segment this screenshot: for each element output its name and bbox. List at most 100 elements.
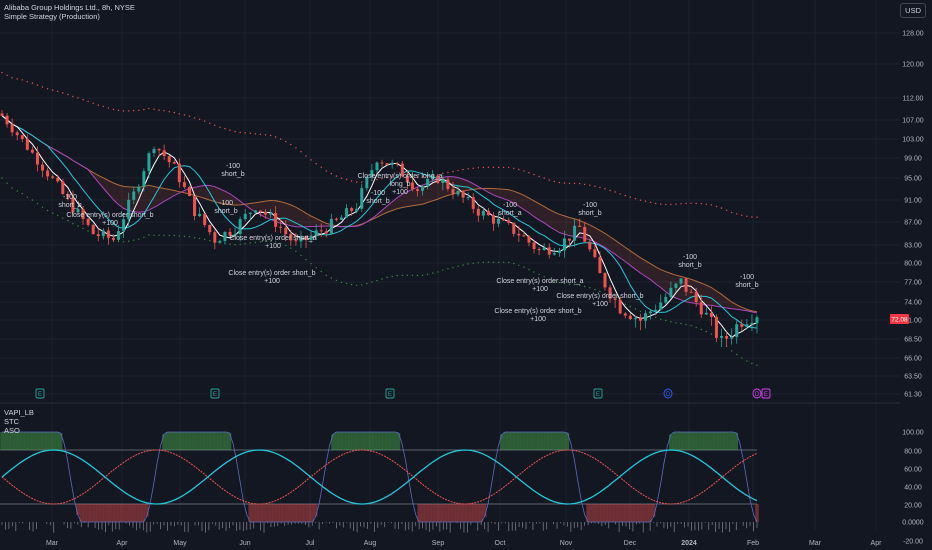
time-label-sep[interactable]: Sep: [432, 540, 445, 547]
candle-body[interactable]: [218, 240, 222, 243]
candle-body[interactable]: [654, 309, 658, 312]
candle-body[interactable]: [507, 220, 511, 223]
candle-body[interactable]: [274, 212, 278, 227]
candle-body[interactable]: [289, 234, 293, 241]
event-marker-d[interactable]: D: [663, 388, 673, 399]
candle-body[interactable]: [451, 188, 455, 195]
candle-body[interactable]: [568, 238, 572, 241]
price-axis[interactable]: 128.00 120.00 112.00 107.00 103.00 99.00 95.00…: [902, 31, 924, 399]
candle-body[interactable]: [258, 210, 262, 212]
time-label-feb[interactable]: Feb: [747, 540, 759, 547]
candle-body[interactable]: [745, 324, 749, 327]
candle-body[interactable]: [431, 175, 435, 179]
candle-body[interactable]: [208, 224, 212, 233]
candle-body[interactable]: [704, 312, 708, 315]
candle-body[interactable]: [233, 233, 237, 236]
candle-body[interactable]: [750, 323, 754, 325]
candle-body[interactable]: [319, 230, 323, 232]
candle-body[interactable]: [223, 231, 227, 241]
candle-body[interactable]: [400, 163, 404, 177]
candle-body[interactable]: [664, 297, 668, 303]
candle-body[interactable]: [86, 218, 90, 225]
candle-body[interactable]: [481, 210, 485, 216]
candle-body[interactable]: [410, 182, 414, 190]
candle-body[interactable]: [345, 208, 349, 218]
candle-body[interactable]: [730, 336, 734, 339]
candle-body[interactable]: [10, 124, 14, 133]
candle-body[interactable]: [41, 164, 45, 171]
candle-body[interactable]: [61, 181, 65, 194]
candle-body[interactable]: [375, 162, 379, 171]
candle-body[interactable]: [172, 162, 176, 164]
indicator-legend-stc[interactable]: STC: [4, 417, 19, 426]
candle-body[interactable]: [334, 218, 338, 220]
time-label-apr[interactable]: Apr: [117, 540, 129, 547]
candle-body[interactable]: [537, 249, 541, 251]
candle-body[interactable]: [562, 238, 566, 251]
candle-body[interactable]: [157, 148, 161, 151]
candle-body[interactable]: [679, 278, 683, 284]
candle-body[interactable]: [532, 242, 536, 250]
candle-body[interactable]: [152, 148, 156, 154]
candle-body[interactable]: [466, 197, 470, 199]
candle-body[interactable]: [684, 278, 688, 292]
candle-body[interactable]: [638, 318, 642, 321]
candle-body[interactable]: [416, 189, 420, 191]
candle-body[interactable]: [96, 234, 100, 237]
candle-body[interactable]: [492, 215, 496, 224]
candle-body[interactable]: [304, 235, 308, 241]
time-label-jul[interactable]: Jul: [306, 540, 315, 547]
candle-body[interactable]: [284, 227, 288, 235]
candle-body[interactable]: [20, 135, 24, 139]
time-label-oct[interactable]: Oct: [495, 540, 506, 547]
time-label-jun[interactable]: Jun: [239, 540, 250, 547]
candle-body[interactable]: [269, 212, 273, 215]
candle-body[interactable]: [329, 218, 333, 234]
candle-body[interactable]: [248, 212, 252, 214]
candle-body[interactable]: [187, 187, 191, 197]
candle-body[interactable]: [182, 182, 186, 188]
candle-body[interactable]: [709, 312, 713, 317]
candle-body[interactable]: [350, 208, 354, 211]
candle-body[interactable]: [720, 336, 724, 338]
candle-body[interactable]: [35, 152, 39, 165]
candle-body[interactable]: [101, 230, 105, 237]
candle-body[interactable]: [238, 219, 242, 234]
candle-body[interactable]: [380, 162, 384, 164]
candle-body[interactable]: [117, 231, 121, 240]
candle-body[interactable]: [147, 153, 151, 172]
candle-body[interactable]: [527, 236, 531, 243]
candle-body[interactable]: [360, 188, 364, 209]
candle-body[interactable]: [395, 162, 399, 164]
candle-body[interactable]: [740, 324, 744, 327]
candle-body[interactable]: [694, 292, 698, 303]
candle-body[interactable]: [486, 210, 490, 216]
candle-body[interactable]: [5, 115, 9, 125]
event-marker-e[interactable]: E: [210, 388, 220, 399]
candle-body[interactable]: [633, 318, 637, 320]
candle-body[interactable]: [198, 213, 202, 217]
time-label-dec[interactable]: Dec: [624, 540, 637, 547]
candle-body[interactable]: [725, 336, 729, 339]
time-label-nov[interactable]: Nov: [560, 540, 573, 547]
time-axis[interactable]: Mar Apr May Jun Jul Aug Sep Oct Nov Dec 2024 Feb Mar…: [46, 540, 882, 547]
candle-body[interactable]: [456, 190, 460, 195]
event-marker-e[interactable]: E: [761, 388, 771, 399]
candle-body[interactable]: [51, 176, 55, 178]
candle-body[interactable]: [578, 225, 582, 227]
candle-body[interactable]: [623, 313, 627, 316]
candle-body[interactable]: [714, 316, 718, 338]
candle-body[interactable]: [299, 235, 303, 242]
time-label-aug[interactable]: Aug: [364, 540, 377, 547]
candle-body[interactable]: [441, 179, 445, 184]
candle-body[interactable]: [294, 240, 298, 242]
time-label-mar[interactable]: Mar: [46, 540, 59, 547]
candle-body[interactable]: [106, 230, 110, 238]
time-label-2024[interactable]: 2024: [681, 540, 697, 547]
candle-body[interactable]: [46, 170, 50, 177]
candle-body[interactable]: [471, 197, 475, 209]
candle-body[interactable]: [669, 287, 673, 298]
candle-body[interactable]: [263, 211, 267, 215]
